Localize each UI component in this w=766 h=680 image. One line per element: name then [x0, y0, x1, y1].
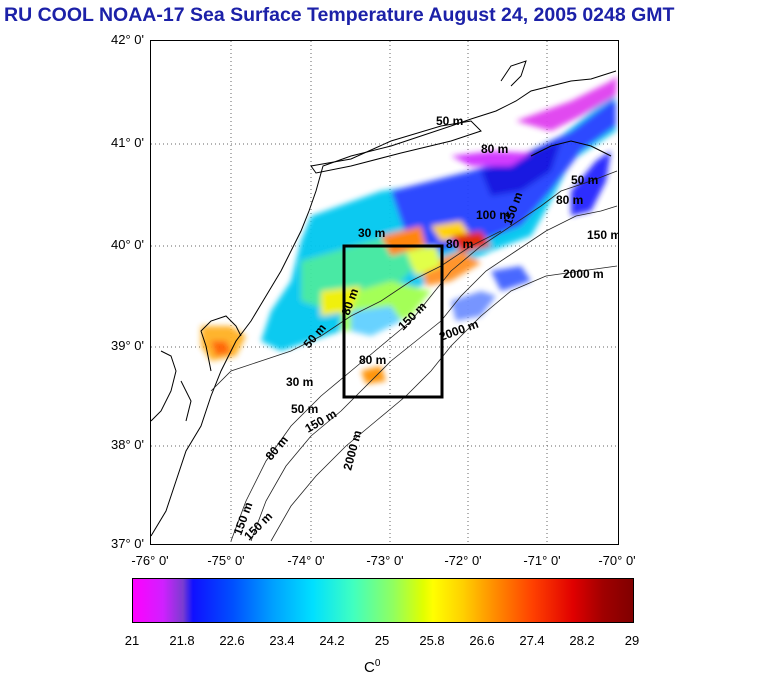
depth-label: 80 m [263, 433, 291, 463]
lon-label-72: -72° 0' [444, 553, 482, 568]
lat-label-40: 40° 0' [111, 237, 144, 252]
depth-label: 50 m [291, 402, 318, 416]
depth-label: 80 m [481, 142, 508, 156]
colorbar-tick: 25.8 [419, 633, 445, 648]
sst-map-canvas: 50 m 80 m 50 m 80 m 150 m 100 m 150 m 30… [151, 41, 618, 544]
study-area-box [342, 244, 444, 399]
depth-label: 150 m [587, 228, 618, 242]
lon-label-76: -76° 0' [131, 553, 169, 568]
colorbar-tick: 24.2 [319, 633, 345, 648]
lat-label-38: 38° 0' [111, 437, 144, 452]
depth-label: 30 m [358, 226, 385, 240]
depth-label: 2000 m [437, 317, 480, 344]
colorbar-tick: 27.4 [519, 633, 545, 648]
colorbar [132, 578, 634, 623]
lon-label-70: -70° 0' [598, 553, 636, 568]
colorbar-tick: 23.4 [269, 633, 295, 648]
colorbar-tick: 26.6 [469, 633, 495, 648]
lon-label-73: -73° 0' [366, 553, 404, 568]
lat-label-42: 42° 0' [111, 32, 144, 47]
lon-label-71: -71° 0' [523, 553, 561, 568]
colorbar-tick: 25 [374, 633, 390, 648]
lat-label-37: 37° 0' [111, 536, 144, 551]
colorbar-tick: 21.8 [169, 633, 195, 648]
depth-label: 2000 m [340, 429, 364, 472]
depth-label: 80 m [556, 193, 583, 207]
coastline [151, 60, 617, 537]
sst-field [201, 76, 617, 384]
depth-label: 80 m [446, 237, 473, 251]
depth-label: 80 m [359, 353, 386, 367]
depth-label: 100 m [476, 208, 510, 222]
depth-label: 50 m [436, 114, 463, 128]
depth-label: 2000 m [563, 267, 604, 281]
lat-label-41: 41° 0' [111, 135, 144, 150]
colorbar-tick: 21 [124, 633, 140, 648]
colorbar-tick: 22.6 [219, 633, 245, 648]
map-title: RU COOL NOAA-17 Sea Surface Temperature … [4, 4, 675, 26]
depth-label: 30 m [286, 375, 313, 389]
lon-label-75: -75° 0' [207, 553, 245, 568]
colorbar-unit: C0 [364, 658, 381, 676]
lat-label-39: 39° 0' [111, 338, 144, 353]
depth-contours [210, 170, 618, 542]
depth-label: 50 m [571, 173, 598, 187]
colorbar-tick: 28.2 [569, 633, 595, 648]
lon-label-74: -74° 0' [287, 553, 325, 568]
colorbar-tick: 29 [624, 633, 640, 648]
sst-map: 50 m 80 m 50 m 80 m 150 m 100 m 150 m 30… [150, 40, 619, 545]
